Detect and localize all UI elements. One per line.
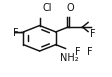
Text: NH₂: NH₂ <box>60 53 79 63</box>
Text: F: F <box>87 48 92 58</box>
Text: F: F <box>89 29 95 39</box>
Text: F: F <box>13 28 19 38</box>
Text: O: O <box>67 3 74 13</box>
Text: F: F <box>75 48 80 58</box>
Text: Cl: Cl <box>43 2 52 12</box>
